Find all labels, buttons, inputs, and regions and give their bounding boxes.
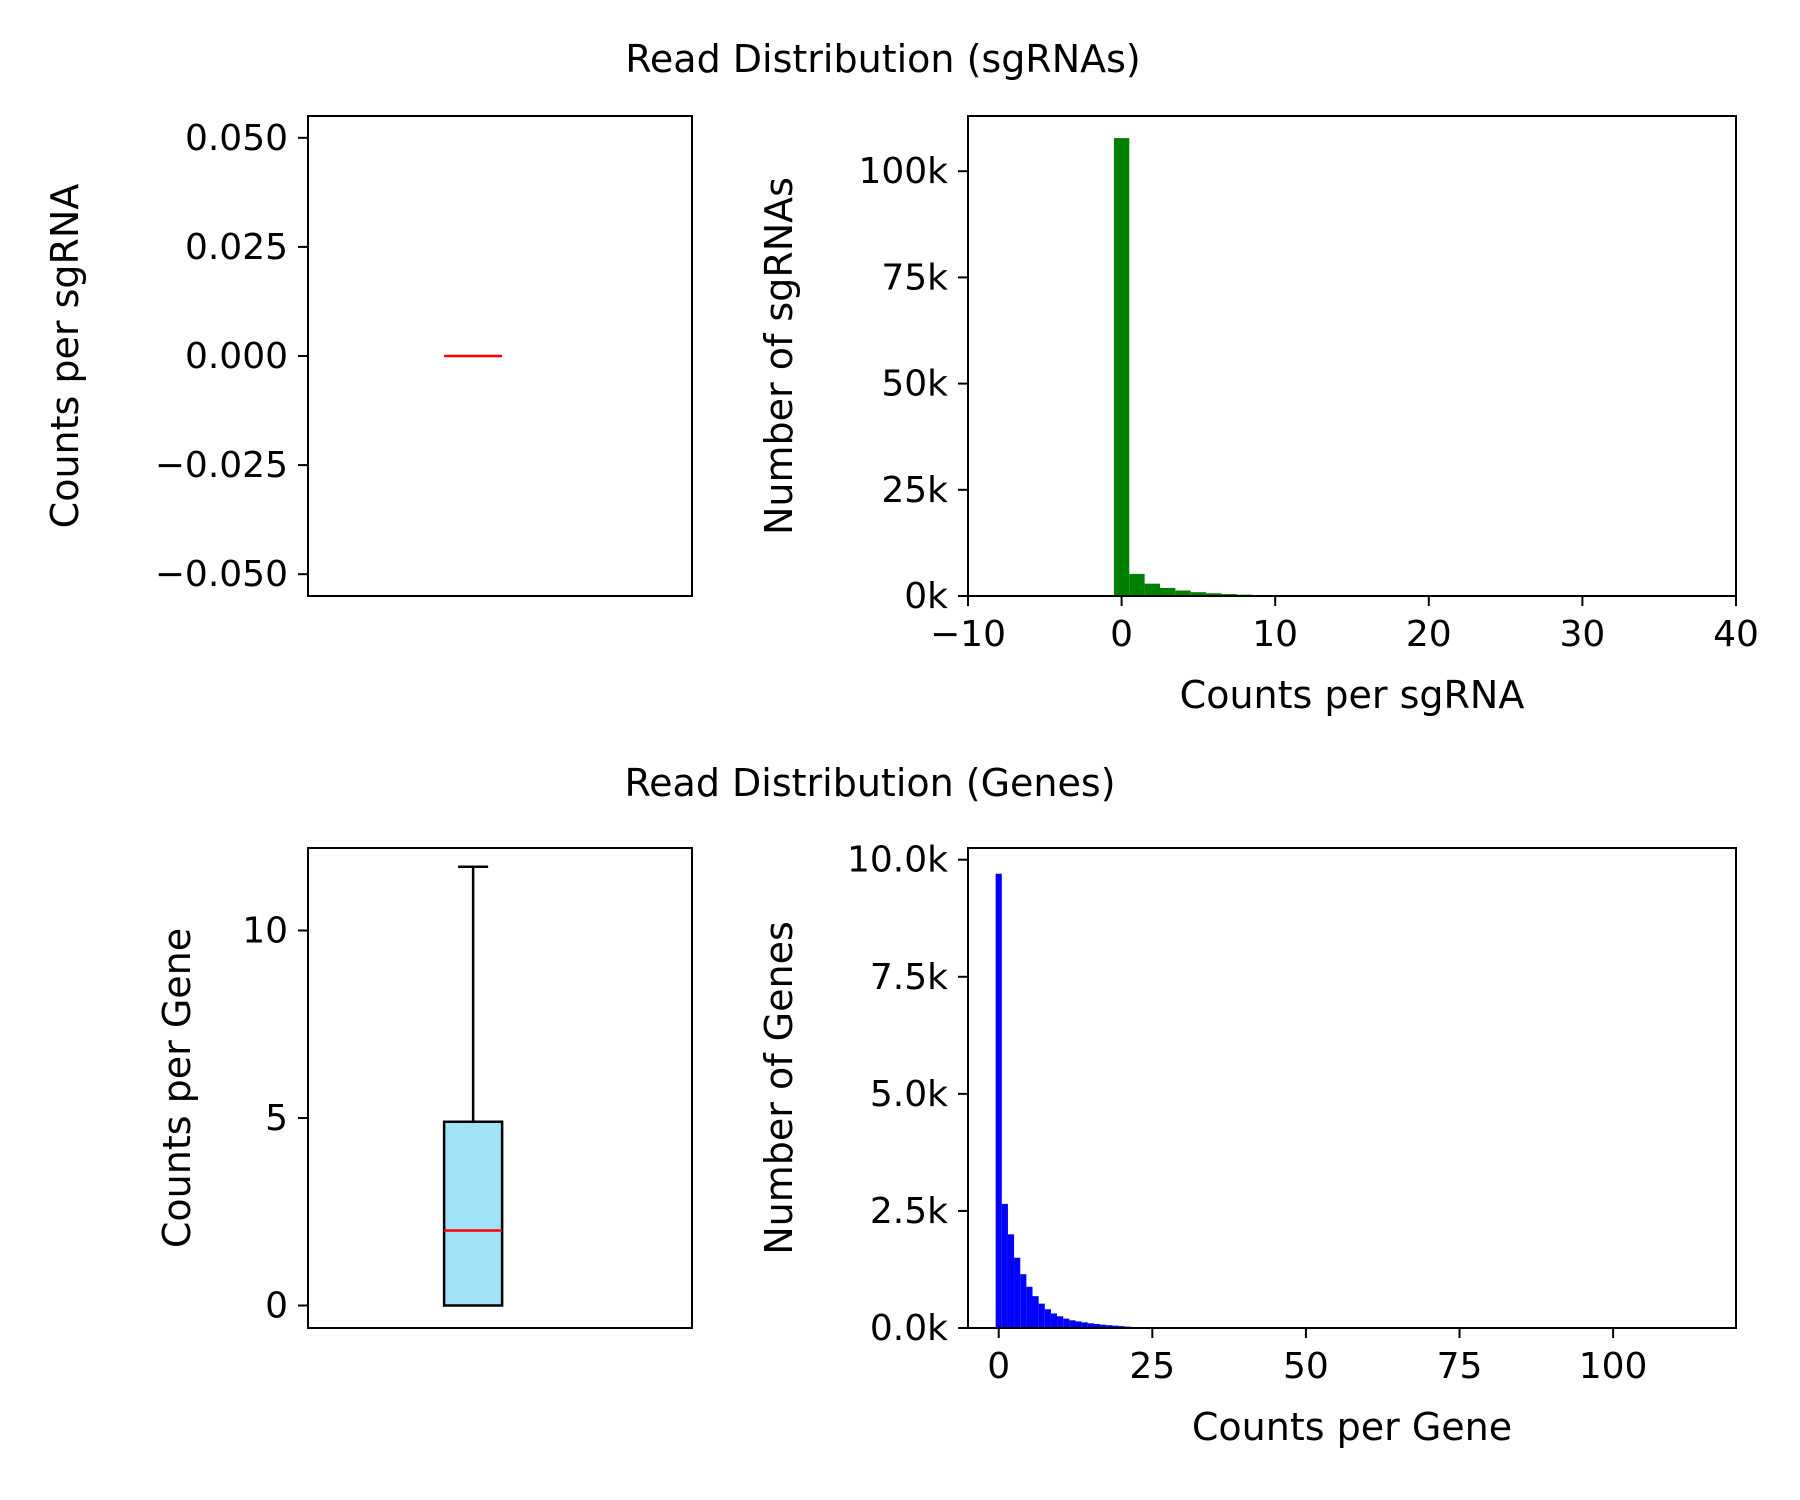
histogram-bar bbox=[1007, 1234, 1015, 1328]
histogram-bar bbox=[1069, 1320, 1076, 1328]
y-tick-label: 100k bbox=[858, 151, 948, 192]
y-tick-label: 0.000 bbox=[185, 336, 288, 377]
x-tick-label: 40 bbox=[1713, 614, 1759, 655]
histogram-bar bbox=[1113, 138, 1130, 596]
y-tick-label: 50k bbox=[881, 364, 948, 405]
x-tick-label: −10 bbox=[930, 614, 1006, 655]
top-suptitle: Read Distribution (sgRNAs) bbox=[625, 37, 1141, 81]
x-tick-label: 10 bbox=[1252, 614, 1298, 655]
y-tick-label: 10 bbox=[242, 911, 288, 952]
histogram-bar bbox=[1038, 1303, 1045, 1328]
histogram-bar bbox=[1106, 1325, 1113, 1328]
x-tick-label: 50 bbox=[1283, 1346, 1329, 1387]
histogram-bar bbox=[1032, 1296, 1039, 1328]
histogram-bar bbox=[1026, 1286, 1033, 1328]
x-tick-label: 20 bbox=[1406, 614, 1452, 655]
y-axis-label: Number of sgRNAs bbox=[757, 177, 801, 535]
box-iqr bbox=[442, 1120, 504, 1307]
sgrna-histogram-panel: −10 0 10 20 30 40 Counts per sgRNA 0k 25k 50k 75k 1… bbox=[757, 115, 1759, 717]
histogram-bar bbox=[1075, 1321, 1082, 1328]
histogram-bar bbox=[1063, 1318, 1070, 1328]
axes-frame bbox=[967, 115, 1737, 597]
x-tick-label: 100 bbox=[1579, 1346, 1648, 1387]
x-tick-label: 0 bbox=[987, 1346, 1010, 1387]
bottom-suptitle: Read Distribution (Genes) bbox=[624, 761, 1115, 805]
histogram-bar bbox=[1044, 1309, 1051, 1328]
y-tick-label: 75k bbox=[881, 257, 948, 298]
histogram-bar bbox=[1190, 592, 1207, 596]
y-axis-label: Number of Genes bbox=[757, 921, 801, 1255]
gene-histogram-panel: 0 25 50 75 100 Counts per Gene 0.0k 2.5k 5.0k 7.5… bbox=[757, 840, 1737, 1449]
x-axis-label: Counts per sgRNA bbox=[1180, 673, 1525, 717]
x-tick-label: 75 bbox=[1437, 1346, 1483, 1387]
histogram-bar bbox=[1129, 573, 1145, 596]
sgrna-boxplot-panel: 0.050 0.025 0.000 −0.025 −0.050 Counts per sg… bbox=[43, 115, 693, 597]
y-tick-label: 0.025 bbox=[185, 227, 288, 268]
y-tick-label: 0k bbox=[904, 576, 948, 617]
x-tick-label: 0 bbox=[1110, 614, 1133, 655]
histogram-bar bbox=[1001, 1203, 1008, 1328]
y-tick-label: 0.050 bbox=[185, 118, 288, 159]
y-tick-label: 5 bbox=[265, 1098, 288, 1139]
y-tick-label: 2.5k bbox=[870, 1191, 948, 1232]
x-tick-label: 30 bbox=[1559, 614, 1605, 655]
gene-boxplot-panel: 0 5 10 Counts per Gene bbox=[155, 847, 693, 1329]
y-axis-label: Counts per Gene bbox=[155, 928, 199, 1248]
histogram-bar bbox=[1081, 1322, 1088, 1328]
axes-frame bbox=[967, 847, 1737, 1329]
axes-frame bbox=[307, 115, 693, 597]
histogram-bar bbox=[1206, 593, 1222, 596]
y-tick-label: −0.050 bbox=[155, 554, 288, 595]
y-tick-label: 5.0k bbox=[870, 1074, 948, 1115]
y-tick-label: 10.0k bbox=[847, 840, 948, 881]
y-tick-label: 0.0k bbox=[870, 1308, 948, 1349]
histogram-bar bbox=[1014, 1257, 1021, 1328]
histogram-bar bbox=[1050, 1313, 1058, 1328]
histogram-bar bbox=[1057, 1316, 1064, 1328]
histogram-bar bbox=[1175, 590, 1191, 596]
y-tick-label: 0 bbox=[265, 1286, 288, 1327]
histogram-bar bbox=[1020, 1274, 1027, 1328]
histogram-bar bbox=[1100, 1324, 1107, 1328]
y-axis-label: Counts per sgRNA bbox=[43, 184, 87, 529]
histogram-bar bbox=[1112, 1325, 1119, 1328]
histogram-bar bbox=[1093, 1324, 1101, 1328]
y-tick-label: 7.5k bbox=[870, 957, 948, 998]
histogram-bar bbox=[1160, 587, 1176, 596]
histogram-bar bbox=[1087, 1323, 1094, 1328]
histogram-bar bbox=[1144, 583, 1160, 596]
y-tick-label: 25k bbox=[881, 470, 948, 511]
histogram-bar bbox=[995, 873, 1002, 1328]
x-axis-label: Counts per Gene bbox=[1192, 1405, 1512, 1449]
x-tick-label: 25 bbox=[1129, 1346, 1175, 1387]
axes-frame bbox=[307, 847, 693, 1329]
y-tick-label: −0.025 bbox=[155, 445, 288, 486]
